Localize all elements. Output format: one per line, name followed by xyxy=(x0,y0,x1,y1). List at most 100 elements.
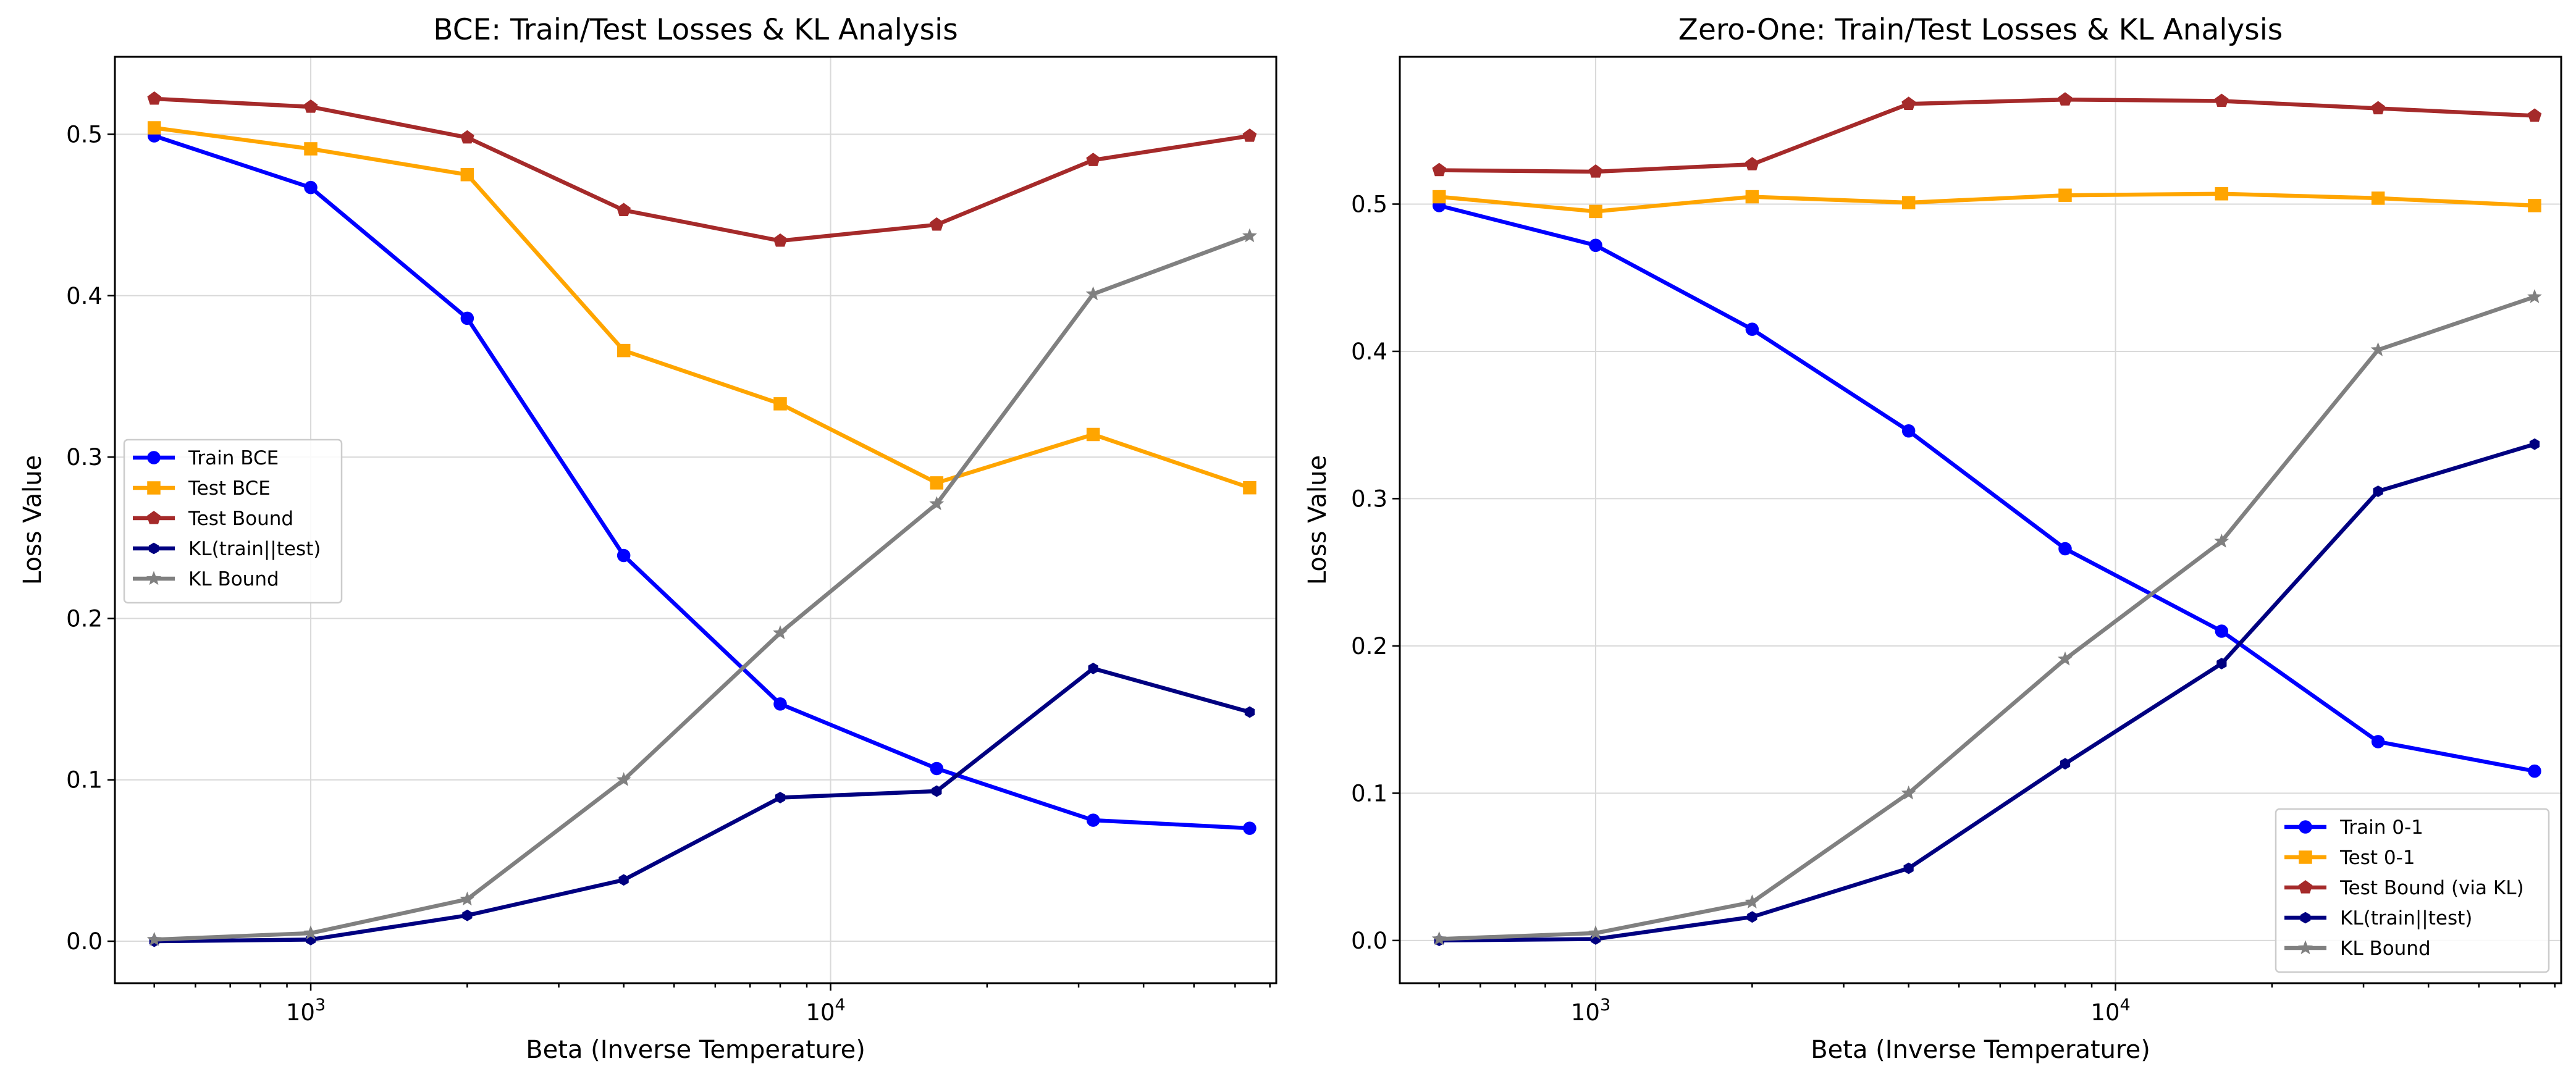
data-point xyxy=(1244,706,1255,718)
y-tick-label: 0.0 xyxy=(66,928,103,955)
chart-panel-2: 0.0 0.1 0.2 0.3 0.4 0.5 103 104 Zero-One: Train/… xyxy=(1303,13,2562,1064)
data-point xyxy=(1432,190,1446,204)
series-line xyxy=(153,133,1250,831)
chart-title: BCE: Train/Test Losses & KL Analysis xyxy=(433,13,958,47)
data-point xyxy=(932,785,942,797)
data-point xyxy=(773,233,788,247)
data-point xyxy=(773,697,787,711)
data-point xyxy=(617,203,631,216)
legend-entry: Test BCE xyxy=(133,477,271,500)
series-star xyxy=(146,228,1257,946)
data-point xyxy=(2370,342,2386,356)
y-tick-label: 0.4 xyxy=(1351,338,1387,365)
data-point xyxy=(303,925,318,940)
legend-marker xyxy=(2298,940,2313,955)
data-point xyxy=(304,180,318,195)
legend-box xyxy=(2275,808,2550,973)
data-point xyxy=(1088,663,1098,674)
legend-entry: KL Bound xyxy=(2284,937,2431,960)
legend-label: KL(train||test) xyxy=(188,538,321,560)
x-tick-label: 104 xyxy=(2090,996,2130,1026)
data-point xyxy=(930,476,944,490)
data-point xyxy=(1745,157,1759,170)
data-point xyxy=(2371,191,2385,205)
legend-label: KL Bound xyxy=(188,568,279,590)
data-point xyxy=(460,891,475,906)
legend-entry: Test Bound (via KL) xyxy=(2284,877,2524,899)
data-point xyxy=(617,343,631,358)
data-point xyxy=(1589,204,1602,219)
plot-frame xyxy=(1399,56,2562,984)
plot-frame xyxy=(114,56,1277,984)
data-point xyxy=(1745,894,1760,909)
legend-label: Test Bound (via KL) xyxy=(2339,877,2524,899)
legend-marker xyxy=(148,542,159,555)
series-line xyxy=(1439,191,2535,214)
series-pentagon xyxy=(147,91,1257,247)
legend-entry: KL(train||test) xyxy=(2284,907,2472,929)
y-tick-label: 0.3 xyxy=(66,444,103,471)
y-axis-label: Loss Value xyxy=(1303,455,1332,585)
data-point xyxy=(2215,187,2229,201)
legend-entry: KL(train||test) xyxy=(133,538,321,560)
y-tick-label: 0.3 xyxy=(1351,485,1387,512)
data-point xyxy=(1901,196,1916,209)
data-point xyxy=(1901,96,1916,110)
data-point xyxy=(2528,199,2541,212)
x-tick-label: 104 xyxy=(806,996,845,1026)
legend: Train 0-1 Test 0-1 Test Bound (via KL) KL(t… xyxy=(2275,808,2550,973)
data-point xyxy=(1432,162,1447,177)
legend-marker xyxy=(2300,912,2311,924)
y-tick-label: 0.5 xyxy=(66,121,103,148)
chart-panel-1: 0.0 0.1 0.2 0.3 0.4 0.5 103 104 BCE: Train/Test … xyxy=(19,13,1277,1064)
data-point xyxy=(1242,228,1257,243)
series-line xyxy=(154,125,1251,490)
legend-entry: Test 0-1 xyxy=(2284,847,2415,869)
legend-marker xyxy=(146,571,161,585)
series-line xyxy=(1439,97,2535,174)
data-point xyxy=(303,99,318,113)
legend-marker xyxy=(147,451,161,464)
y-axis-label: Loss Value xyxy=(19,455,47,585)
legend-label: Test 0-1 xyxy=(2339,847,2415,869)
legend-marker xyxy=(146,511,161,524)
data-point xyxy=(2214,534,2229,548)
data-point xyxy=(1747,911,1757,923)
x-tick-label: 103 xyxy=(1571,996,1610,1026)
data-point xyxy=(2216,658,2227,669)
legend-entry: Test Bound xyxy=(133,508,293,530)
data-point xyxy=(2371,101,2385,115)
y-tick-label: 0.4 xyxy=(66,283,103,309)
series-line xyxy=(1439,295,2536,941)
data-point xyxy=(2215,624,2229,638)
series-line xyxy=(1438,203,2535,773)
data-point xyxy=(2058,542,2072,556)
legend-marker xyxy=(147,481,161,495)
data-point xyxy=(2528,764,2541,778)
series-square xyxy=(1432,187,2541,219)
data-point xyxy=(2058,651,2073,666)
data-point xyxy=(617,548,631,563)
data-point xyxy=(460,130,474,144)
chart-title: Zero-One: Train/Test Losses & KL Analysi… xyxy=(1678,13,2283,47)
data-point xyxy=(930,761,944,776)
data-point xyxy=(1901,424,1916,438)
data-point xyxy=(1085,286,1101,301)
data-point xyxy=(304,142,318,156)
series-pentagon xyxy=(1432,92,2542,178)
data-point xyxy=(616,772,631,786)
series-star xyxy=(1431,289,2542,946)
data-point xyxy=(1901,785,1916,800)
y-tick-label: 0.1 xyxy=(66,767,103,794)
legend-label: Test Bound xyxy=(188,508,293,530)
data-point xyxy=(2058,92,2073,106)
series-square xyxy=(147,121,1256,495)
data-point xyxy=(1745,322,1759,336)
data-point xyxy=(147,121,161,135)
data-point xyxy=(147,91,162,105)
data-point xyxy=(1242,128,1257,142)
data-point xyxy=(2373,485,2383,497)
series-line xyxy=(154,234,1251,942)
legend-label: Test BCE xyxy=(188,477,271,500)
legend-label: Train BCE xyxy=(188,447,279,469)
